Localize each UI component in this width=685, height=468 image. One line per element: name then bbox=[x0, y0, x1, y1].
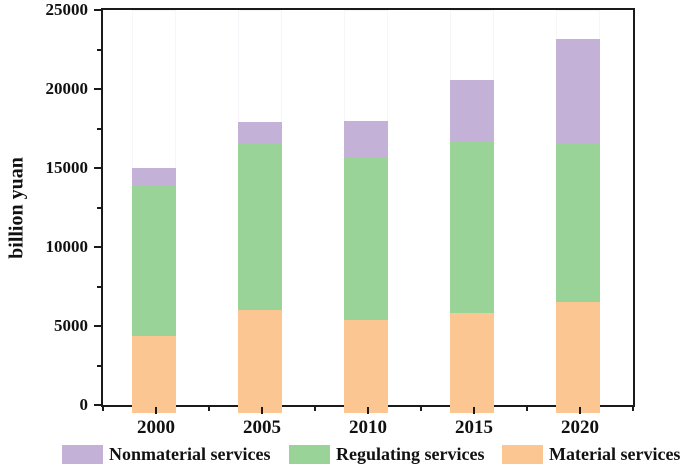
x-major-tick bbox=[155, 407, 157, 414]
x-major-tick bbox=[367, 407, 369, 414]
x-tick-label: 2010 bbox=[349, 417, 387, 438]
y-minor-tick bbox=[97, 127, 101, 130]
bar-segment bbox=[132, 335, 176, 413]
x-tick-label: 2015 bbox=[455, 417, 493, 438]
y-axis-title: billion yuan bbox=[5, 157, 28, 259]
legend-item: Nonmaterial services bbox=[62, 444, 270, 464]
bar-segment bbox=[450, 142, 494, 314]
bar-2020 bbox=[556, 10, 600, 413]
y-major-tick bbox=[94, 167, 101, 169]
legend-label: Regulating services bbox=[336, 443, 485, 464]
x-major-tick bbox=[473, 407, 475, 414]
y-tick-label: 0 bbox=[79, 395, 89, 414]
y-minor-tick bbox=[97, 48, 101, 51]
x-minor-tick bbox=[102, 407, 104, 411]
x-tick-label: 2020 bbox=[561, 417, 599, 438]
bar-segment bbox=[556, 144, 600, 303]
y-major-tick bbox=[94, 88, 101, 90]
x-minor-tick bbox=[420, 407, 422, 411]
x-minor-tick bbox=[208, 407, 210, 411]
bar-segment bbox=[450, 313, 494, 413]
y-tick-label: 10000 bbox=[45, 237, 89, 256]
legend-swatch bbox=[289, 444, 330, 464]
y-major-tick bbox=[94, 246, 101, 248]
bar-segment bbox=[344, 319, 388, 413]
x-minor-tick bbox=[526, 407, 528, 411]
bar-segment bbox=[344, 121, 388, 158]
x-tick-label: 2000 bbox=[137, 417, 175, 438]
legend-label: Nonmaterial services bbox=[109, 443, 271, 464]
bar-segment bbox=[132, 184, 176, 336]
bar-2015 bbox=[450, 10, 494, 413]
bar-2005 bbox=[238, 10, 282, 413]
legend-item: Material services bbox=[502, 444, 680, 464]
y-minor-tick bbox=[97, 206, 101, 209]
y-minor-tick bbox=[97, 285, 101, 288]
x-minor-tick bbox=[314, 407, 316, 411]
y-major-tick bbox=[94, 404, 101, 406]
bar-segment bbox=[556, 302, 600, 413]
bar-2000 bbox=[132, 10, 176, 413]
y-minor-tick bbox=[97, 364, 101, 367]
x-major-tick bbox=[579, 407, 581, 414]
plot-area bbox=[101, 8, 635, 413]
bar-segment bbox=[344, 157, 388, 320]
bar-segment bbox=[556, 39, 600, 145]
y-tick-label: 5000 bbox=[54, 316, 88, 335]
x-tick-label: 2005 bbox=[243, 417, 281, 438]
bar-segment bbox=[238, 144, 282, 311]
y-tick-label: 25000 bbox=[45, 0, 89, 19]
bar-segment bbox=[238, 310, 282, 413]
y-tick-label: 20000 bbox=[45, 79, 89, 98]
bar-segment bbox=[238, 122, 282, 145]
bar-segment bbox=[132, 168, 176, 185]
y-major-tick bbox=[94, 9, 101, 11]
bar-2010 bbox=[344, 10, 388, 413]
bar-segment bbox=[450, 79, 494, 143]
legend-swatch bbox=[502, 444, 543, 464]
legend-swatch bbox=[62, 444, 103, 464]
y-tick-label: 15000 bbox=[45, 158, 89, 177]
y-major-tick bbox=[94, 325, 101, 327]
legend-item: Regulating services bbox=[289, 444, 484, 464]
legend-label: Material services bbox=[549, 443, 681, 464]
x-minor-tick bbox=[632, 407, 634, 411]
x-major-tick bbox=[261, 407, 263, 414]
